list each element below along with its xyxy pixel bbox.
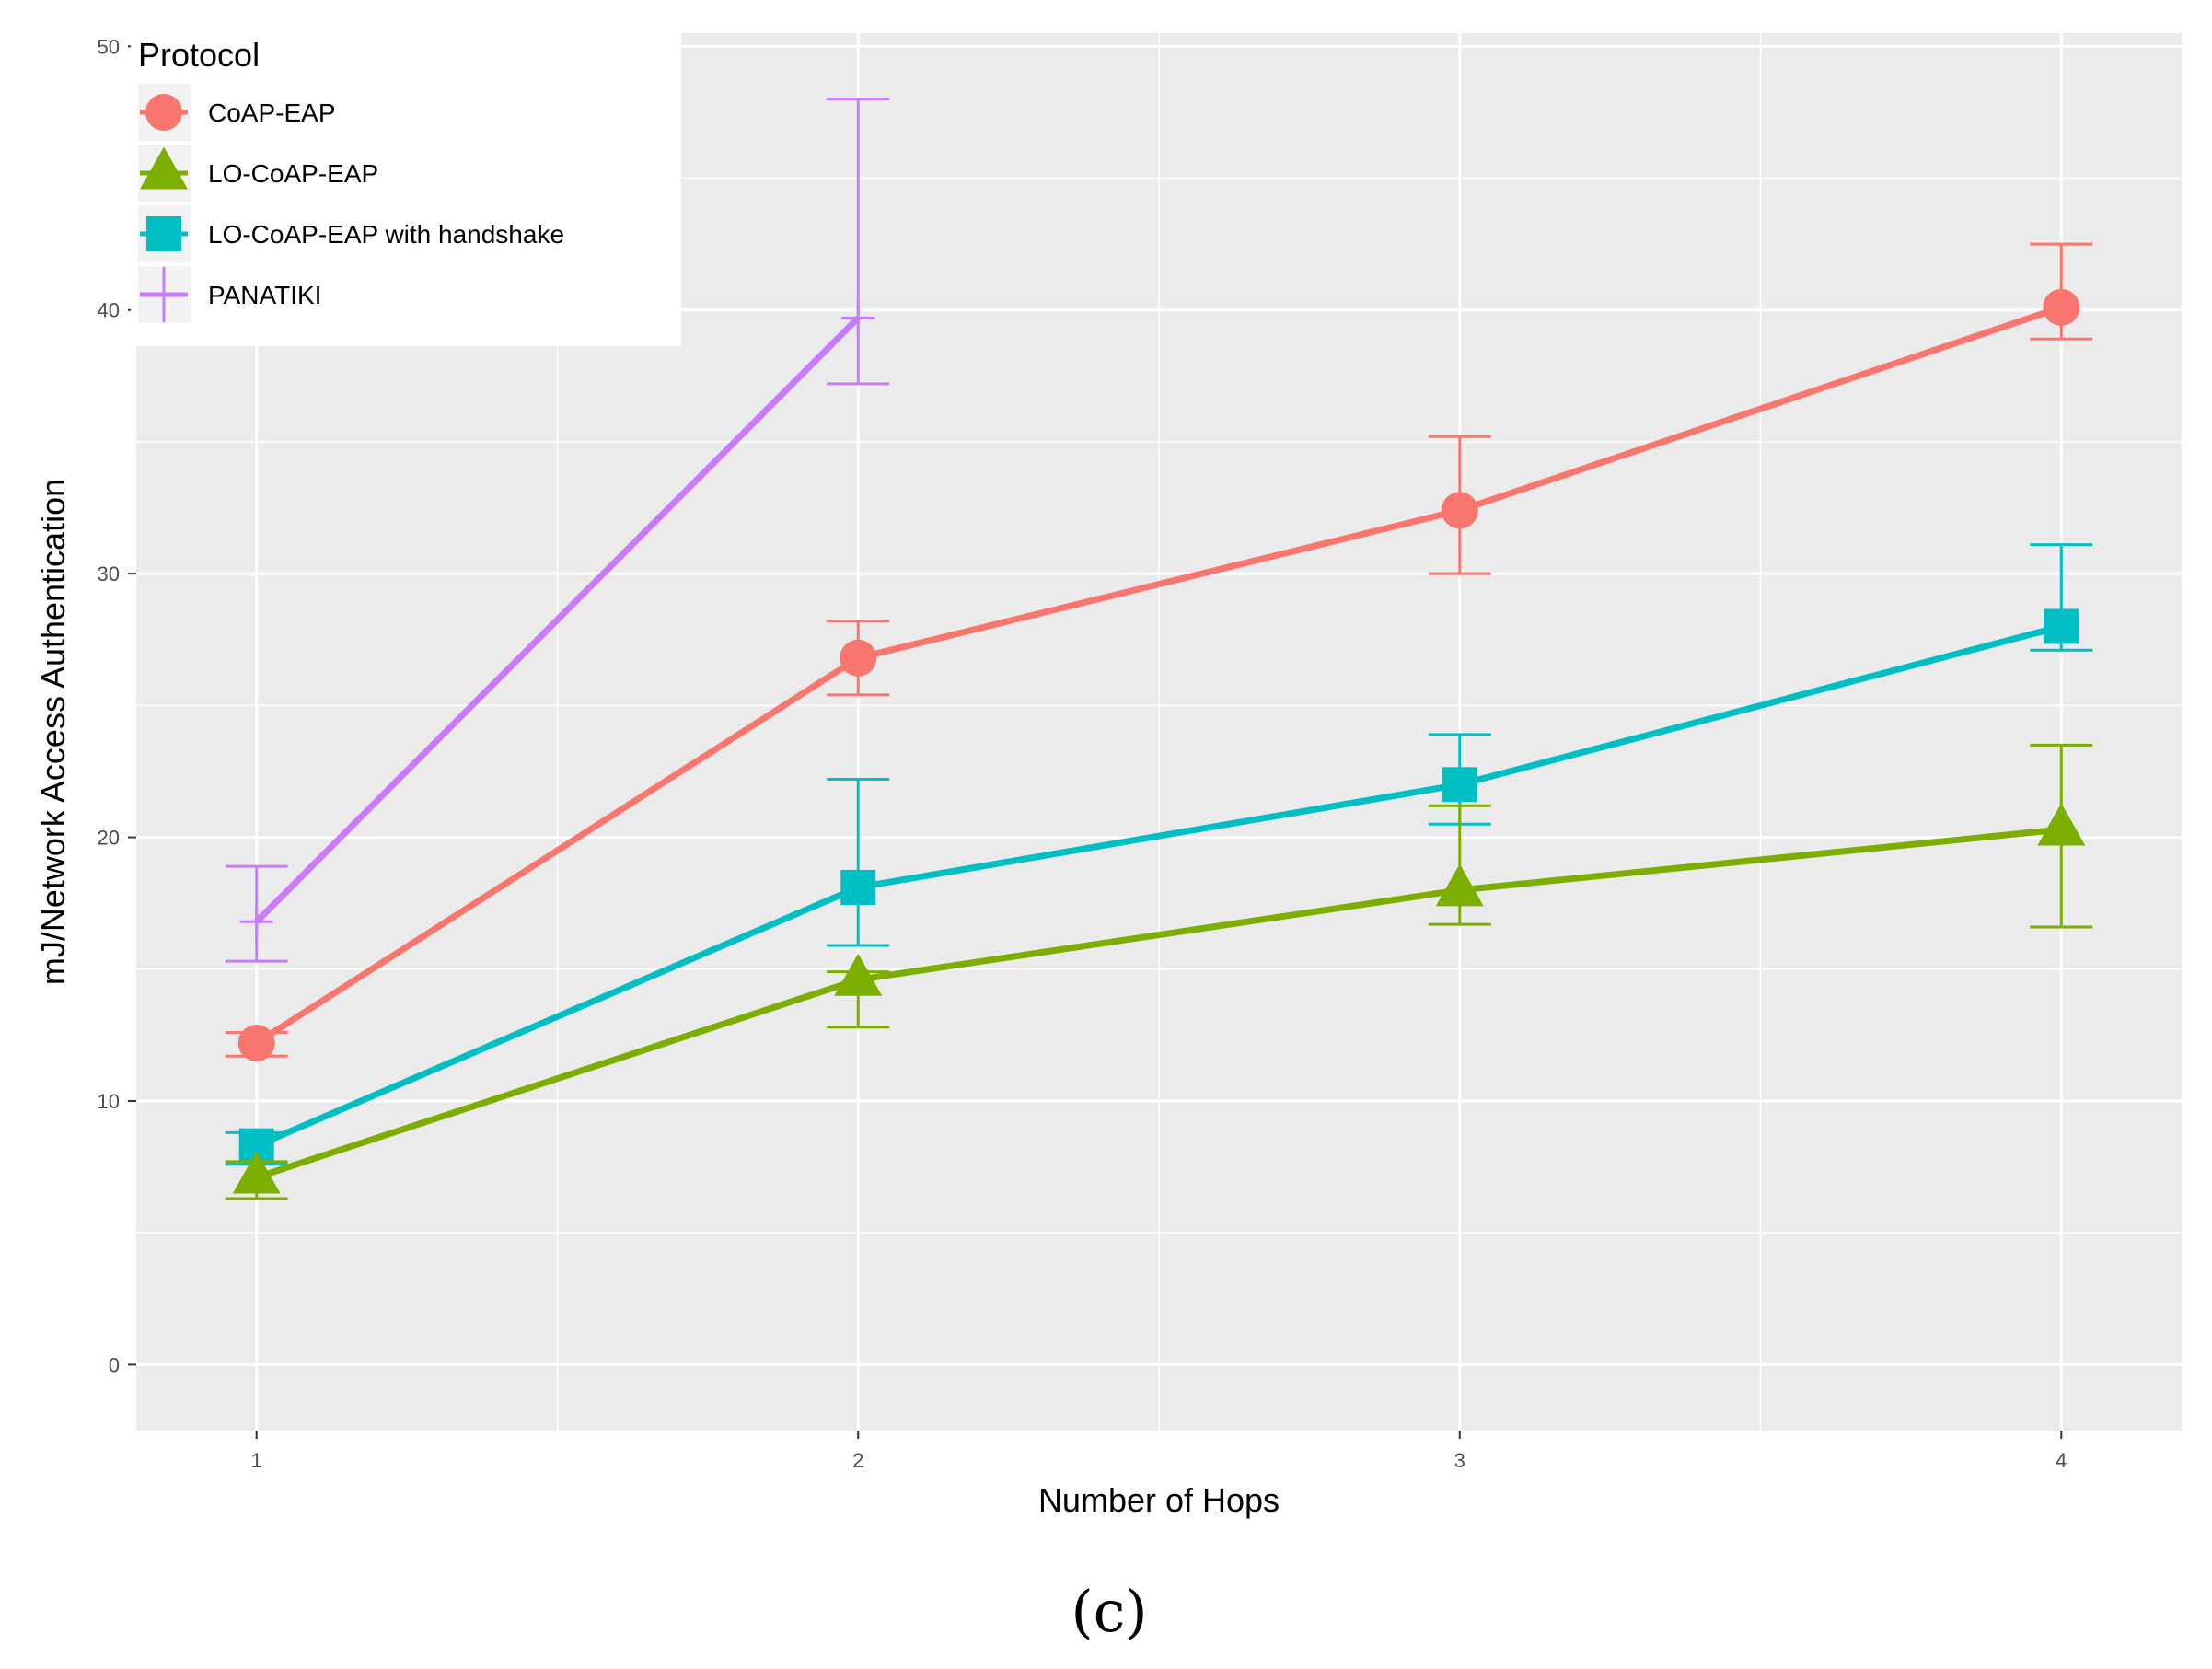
y-tick-label: 10 xyxy=(98,1090,120,1113)
y-tick-label: 30 xyxy=(98,562,120,585)
point-coap-eap xyxy=(2043,288,2080,326)
legend-items: CoAP-EAP LO-CoAP-EAP LO-CoAP-EAP with hand… xyxy=(138,84,564,323)
grid-minor xyxy=(136,33,2182,1431)
legend-key-marker xyxy=(145,94,182,131)
series-lo-coap-eap-with-handshake xyxy=(225,543,2093,1166)
point-lo-coap-eap-with-handshake xyxy=(2044,608,2079,644)
y-tick-label: 40 xyxy=(98,299,120,322)
series-lo-coap-eap xyxy=(225,743,2093,1200)
series-coap-eap xyxy=(225,242,2093,1061)
legend-key-marker xyxy=(140,146,188,190)
line-panatiki xyxy=(254,315,861,924)
line-coap-eap xyxy=(254,304,2063,1046)
point-lo-coap-eap xyxy=(2037,803,2086,846)
point-lo-coap-eap xyxy=(834,953,883,996)
y-tick-label: 20 xyxy=(98,827,120,850)
figure-caption: (c) xyxy=(1071,1578,1147,1645)
legend-item-lo-coap-eap-with-handshake: LO-CoAP-EAP with handshake xyxy=(138,205,564,262)
line-lo-coap-eap-with-handshake xyxy=(255,623,2063,1149)
point-lo-coap-eap xyxy=(232,1151,281,1194)
x-tick-label: 3 xyxy=(1454,1449,1465,1472)
y-tick-label: 0 xyxy=(109,1353,120,1376)
legend-background xyxy=(131,33,681,346)
legend-item-lo-coap-eap: LO-CoAP-EAP xyxy=(138,145,378,202)
legend-item-panatiki: PANATIKI xyxy=(138,266,321,323)
point-lo-coap-eap xyxy=(1435,863,1484,907)
point-coap-eap xyxy=(237,1024,275,1061)
legend-label: LO-CoAP-EAP with handshake xyxy=(208,220,564,249)
y-tick-label: 50 xyxy=(98,35,120,58)
x-tick-label: 4 xyxy=(2056,1449,2067,1472)
point-panatiki xyxy=(841,301,875,335)
legend-label: LO-CoAP-EAP xyxy=(208,159,378,188)
line-lo-coap-eap xyxy=(255,826,2062,1181)
point-coap-eap xyxy=(1441,492,1478,529)
point-coap-eap xyxy=(840,639,877,677)
x-axis-title: Number of Hops xyxy=(1038,1481,1280,1519)
axes-layer: 0 10 20 30 40 50 1 2 3 4 xyxy=(98,35,2067,1472)
legend: Protocol CoAP-EAP LO-CoAP-EAP LO-CoAP-EAP … xyxy=(131,33,681,346)
legend-title: Protocol xyxy=(138,36,260,74)
legend-label: CoAP-EAP xyxy=(208,99,336,127)
x-tick-label: 1 xyxy=(251,1449,262,1472)
y-axis-title: mJ/Network Access Authentication xyxy=(34,479,72,985)
series-panatiki xyxy=(225,98,890,963)
errorbar-lo-coap-eap-with-handshake xyxy=(827,778,890,947)
errorbar-panatiki xyxy=(827,98,890,386)
legend-key-marker xyxy=(146,216,181,251)
point-lo-coap-eap-with-handshake xyxy=(840,869,876,905)
legend-item-coap-eap: CoAP-EAP xyxy=(138,84,336,141)
point-lo-coap-eap-with-handshake xyxy=(1442,767,1477,803)
x-tick-label: 2 xyxy=(852,1449,863,1472)
point-panatiki xyxy=(239,905,273,939)
legend-label: PANATIKI xyxy=(208,281,321,309)
series-layer xyxy=(225,98,2093,1200)
